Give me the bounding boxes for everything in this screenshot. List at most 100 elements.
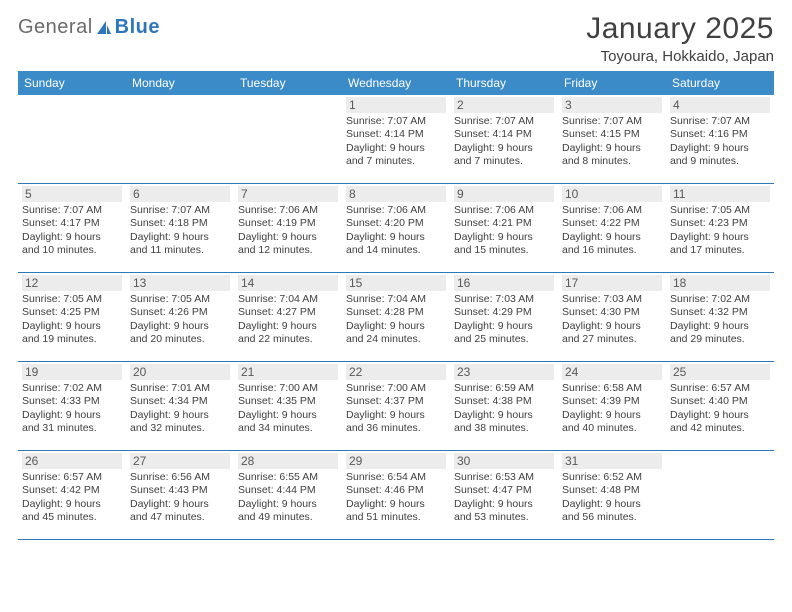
day-cell: 31 Sunrise: 6:52 AMSunset: 4:48 PMDayligh… <box>558 451 666 539</box>
daynum-row: 9 <box>454 186 554 202</box>
empty-cell <box>234 95 342 183</box>
day-number: 23 <box>454 364 554 380</box>
title-block: January 2025 Toyoura, Hokkaido, Japan <box>586 12 774 65</box>
day-number: 25 <box>670 364 770 380</box>
day-cell: 1 Sunrise: 7:07 AMSunset: 4:14 PMDaylight… <box>342 95 450 183</box>
daynum-row: 7 <box>238 186 338 202</box>
day-header: Friday <box>558 71 666 95</box>
day-number: 26 <box>22 453 122 469</box>
day-cell: 5Sunrise: 7:07 AMSunset: 4:17 PMDaylight… <box>18 184 126 272</box>
day-number: 29 <box>346 453 446 469</box>
daynum-row: 3 <box>562 97 662 113</box>
day-info: Sunrise: 6:57 AMSunset: 4:40 PMDaylight:… <box>670 382 770 436</box>
day-number: 21 <box>238 364 338 380</box>
day-cell: 3Sunrise: 7:07 AMSunset: 4:15 PMDaylight… <box>558 95 666 183</box>
day-info: Sunrise: 7:06 AMSunset: 4:19 PMDaylight:… <box>238 204 338 258</box>
day-cell: 23 Sunrise: 6:59 AMSunset: 4:38 PMDayligh… <box>450 362 558 450</box>
day-info: Sunrise: 7:02 AMSunset: 4:32 PMDaylight:… <box>670 293 770 347</box>
day-info: Sunrise: 7:06 AMSunset: 4:22 PMDaylight:… <box>562 204 662 258</box>
day-info: Sunrise: 7:06 AMSunset: 4:20 PMDaylight:… <box>346 204 446 258</box>
day-info: Sunrise: 7:02 AMSunset: 4:33 PMDaylight:… <box>22 382 122 436</box>
day-info: Sunrise: 7:04 AMSunset: 4:27 PMDaylight:… <box>238 293 338 347</box>
brand-blue: Blue <box>115 16 160 39</box>
daynum-row: 12 <box>22 275 122 291</box>
day-info: Sunrise: 7:04 AMSunset: 4:28 PMDaylight:… <box>346 293 446 347</box>
daynum-row: 29 <box>346 453 446 469</box>
day-info: Sunrise: 7:06 AMSunset: 4:21 PMDaylight:… <box>454 204 554 258</box>
day-cell: 12 Sunrise: 7:05 AMSunset: 4:25 PMDayligh… <box>18 273 126 361</box>
day-header: Tuesday <box>234 71 342 95</box>
day-number: 6 <box>130 186 230 202</box>
day-info: Sunrise: 7:05 AMSunset: 4:26 PMDaylight:… <box>130 293 230 347</box>
daynum-row: 1 <box>346 97 446 113</box>
day-info: Sunrise: 6:52 AMSunset: 4:48 PMDaylight:… <box>562 471 662 525</box>
day-number: 2 <box>454 97 554 113</box>
day-cell: 15 Sunrise: 7:04 AMSunset: 4:28 PMDayligh… <box>342 273 450 361</box>
day-number: 18 <box>670 275 770 291</box>
week-row: 5Sunrise: 7:07 AMSunset: 4:17 PMDaylight… <box>18 184 774 273</box>
week-row: 26Sunrise: 6:57 AMSunset: 4:42 PMDayligh… <box>18 451 774 540</box>
day-number: 1 <box>346 97 446 113</box>
day-cell: 20 Sunrise: 7:01 AMSunset: 4:34 PMDayligh… <box>126 362 234 450</box>
day-cell: 14Sunrise: 7:04 AMSunset: 4:27 PMDayligh… <box>234 273 342 361</box>
empty-cell <box>126 95 234 183</box>
day-number: 22 <box>346 364 446 380</box>
day-number: 30 <box>454 453 554 469</box>
page-title: January 2025 <box>586 12 774 46</box>
location-label: Toyoura, Hokkaido, Japan <box>586 48 774 65</box>
day-cell: 16 Sunrise: 7:03 AMSunset: 4:29 PMDayligh… <box>450 273 558 361</box>
day-number: 15 <box>346 275 446 291</box>
daynum-row: 23 <box>454 364 554 380</box>
day-info: Sunrise: 7:07 AMSunset: 4:14 PMDaylight:… <box>346 115 446 169</box>
day-cell: 7 Sunrise: 7:06 AMSunset: 4:19 PMDaylight… <box>234 184 342 272</box>
header-bar: General Blue January 2025 Toyoura, Hokka… <box>18 12 774 65</box>
daynum-row: 2 <box>454 97 554 113</box>
day-number: 4 <box>670 97 770 113</box>
day-cell: 10 Sunrise: 7:06 AMSunset: 4:22 PMDayligh… <box>558 184 666 272</box>
calendar-grid: SundayMondayTuesdayWednesdayThursdayFrid… <box>18 71 774 540</box>
day-number: 12 <box>22 275 122 291</box>
day-cell: 29Sunrise: 6:54 AMSunset: 4:46 PMDayligh… <box>342 451 450 539</box>
day-number: 9 <box>454 186 554 202</box>
day-info: Sunrise: 7:00 AMSunset: 4:37 PMDaylight:… <box>346 382 446 436</box>
day-number: 19 <box>22 364 122 380</box>
day-info: Sunrise: 7:03 AMSunset: 4:29 PMDaylight:… <box>454 293 554 347</box>
day-info: Sunrise: 7:07 AMSunset: 4:16 PMDaylight:… <box>670 115 770 169</box>
day-cell: 18 Sunrise: 7:02 AMSunset: 4:32 PMDayligh… <box>666 273 774 361</box>
daynum-row: 20 <box>130 364 230 380</box>
day-cell: 11Sunrise: 7:05 AMSunset: 4:23 PMDayligh… <box>666 184 774 272</box>
day-number: 10 <box>562 186 662 202</box>
daynum-row: 17 <box>562 275 662 291</box>
day-info: Sunrise: 6:55 AMSunset: 4:44 PMDaylight:… <box>238 471 338 525</box>
empty-cell <box>18 95 126 183</box>
day-info: Sunrise: 7:05 AMSunset: 4:25 PMDaylight:… <box>22 293 122 347</box>
day-number: 7 <box>238 186 338 202</box>
day-number: 17 <box>562 275 662 291</box>
day-cell: 19 Sunrise: 7:02 AMSunset: 4:33 PMDayligh… <box>18 362 126 450</box>
day-number: 5 <box>22 186 122 202</box>
day-number: 27 <box>130 453 230 469</box>
daynum-row: 30 <box>454 453 554 469</box>
day-info: Sunrise: 6:59 AMSunset: 4:38 PMDaylight:… <box>454 382 554 436</box>
daynum-row: 24 <box>562 364 662 380</box>
day-number: 16 <box>454 275 554 291</box>
empty-cell <box>666 451 774 539</box>
day-info: Sunrise: 7:03 AMSunset: 4:30 PMDaylight:… <box>562 293 662 347</box>
day-cell: 8Sunrise: 7:06 AMSunset: 4:20 PMDaylight… <box>342 184 450 272</box>
day-cell: 6 Sunrise: 7:07 AMSunset: 4:18 PMDaylight… <box>126 184 234 272</box>
day-cell: 22 Sunrise: 7:00 AMSunset: 4:37 PMDayligh… <box>342 362 450 450</box>
daynum-row: 19 <box>22 364 122 380</box>
day-info: Sunrise: 7:01 AMSunset: 4:34 PMDaylight:… <box>130 382 230 436</box>
day-number: 20 <box>130 364 230 380</box>
day-info: Sunrise: 6:56 AMSunset: 4:43 PMDaylight:… <box>130 471 230 525</box>
day-number: 31 <box>562 453 662 469</box>
day-cell: 26Sunrise: 6:57 AMSunset: 4:42 PMDayligh… <box>18 451 126 539</box>
day-cell: 13Sunrise: 7:05 AMSunset: 4:26 PMDayligh… <box>126 273 234 361</box>
day-cell: 27 Sunrise: 6:56 AMSunset: 4:43 PMDayligh… <box>126 451 234 539</box>
calendar-document: General Blue January 2025 Toyoura, Hokka… <box>0 0 792 552</box>
day-header: Sunday <box>18 71 126 95</box>
daynum-row: 27 <box>130 453 230 469</box>
day-cell: 4 Sunrise: 7:07 AMSunset: 4:16 PMDaylight… <box>666 95 774 183</box>
day-info: Sunrise: 7:07 AMSunset: 4:18 PMDaylight:… <box>130 204 230 258</box>
day-number: 11 <box>670 186 770 202</box>
